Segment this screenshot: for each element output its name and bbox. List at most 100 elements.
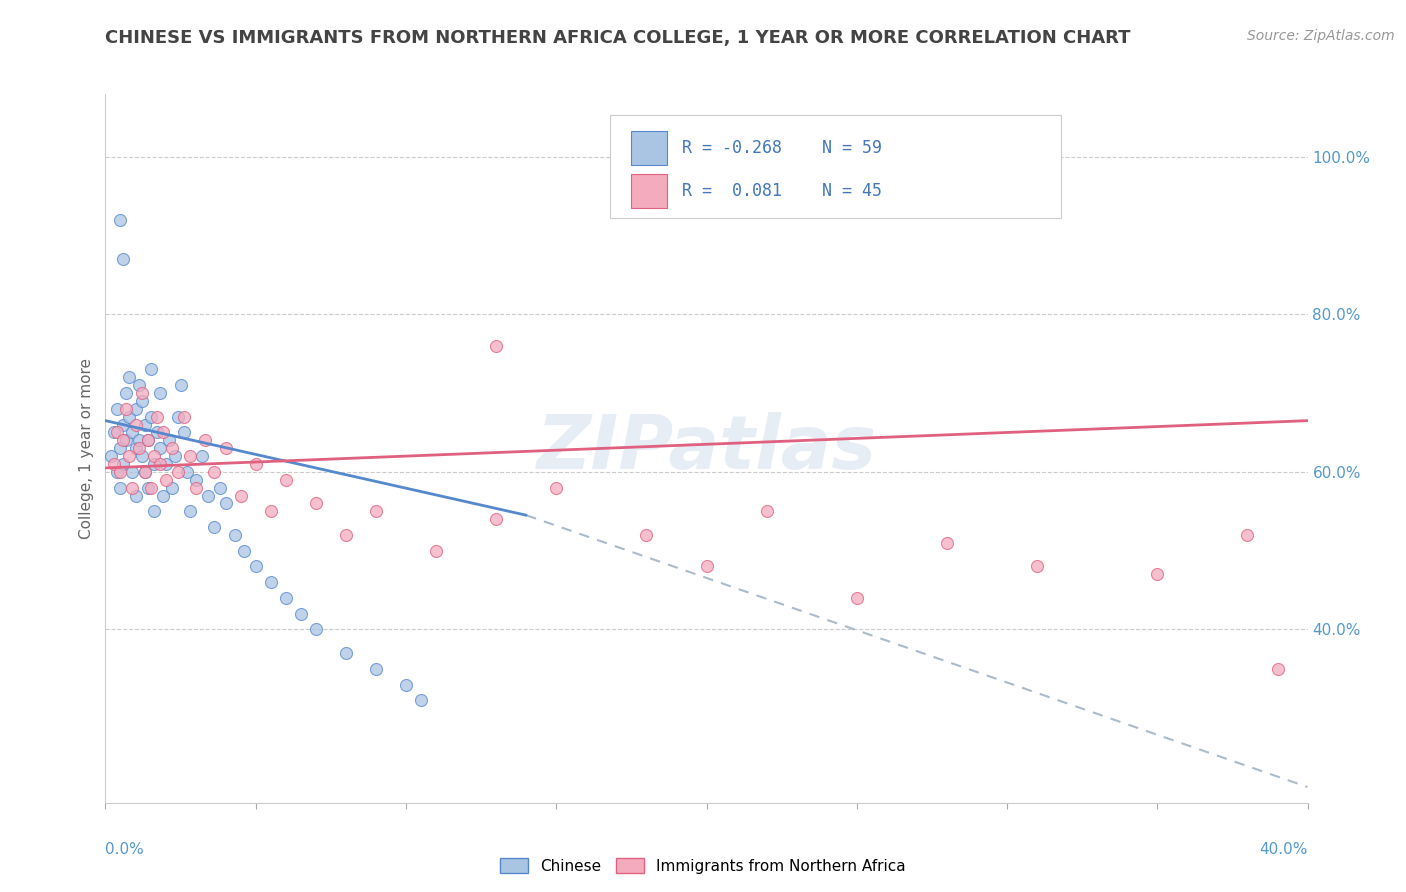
Point [936,535,959,549]
Point [134,465,156,479]
Point [112,434,135,448]
Point [214,496,236,510]
Point [103,457,125,471]
Point [364,662,387,676]
Point [148,442,170,456]
Point [115,434,138,448]
Point [184,473,207,487]
Point [134,417,156,432]
Point [546,481,568,495]
Point [194,434,217,448]
Point [335,646,357,660]
Text: Source: ZipAtlas.com: Source: ZipAtlas.com [1247,29,1395,43]
Point [115,386,138,401]
Point [139,481,162,495]
Bar [631,174,666,208]
Point [136,434,159,448]
Point [115,401,138,416]
Point [118,409,141,424]
Legend: Chinese, Immigrants from Northern Africa: Chinese, Immigrants from Northern Africa [494,852,912,880]
Point [112,417,135,432]
Point [169,378,191,392]
Point [395,678,418,692]
Text: ZIPatlas: ZIPatlas [537,412,876,484]
Point [179,504,201,518]
Point [124,417,146,432]
Point [160,481,183,495]
Point [148,457,170,471]
Text: 40.0%: 40.0% [1260,842,1308,857]
Point [184,481,207,495]
Point [260,575,283,590]
Point [139,362,162,376]
Point [1146,567,1168,582]
Point [274,473,297,487]
Point [148,386,170,401]
Point [202,465,225,479]
Point [335,528,357,542]
Point [128,434,150,448]
Point [305,623,328,637]
Point [425,543,447,558]
Point [142,457,165,471]
Point [179,449,201,463]
Point [160,442,183,456]
Point [131,449,153,463]
Point [142,449,165,463]
Point [121,481,143,495]
Point [124,401,146,416]
Point [121,465,143,479]
Point [121,425,143,440]
Point [145,425,167,440]
Point [1267,662,1289,676]
Point [142,504,165,518]
Point [152,489,174,503]
Point [1236,528,1258,542]
Point [696,559,718,574]
Y-axis label: College, 1 year or more: College, 1 year or more [79,358,94,539]
Point [128,442,150,456]
Point [103,425,125,440]
Point [364,504,387,518]
Point [485,512,508,526]
Point [110,442,132,456]
Point [197,489,219,503]
Point [124,489,146,503]
Point [409,693,432,707]
Point [110,465,132,479]
Text: R = -0.268    N = 59: R = -0.268 N = 59 [682,139,883,157]
Point [260,504,283,518]
Point [155,457,177,471]
Point [163,449,186,463]
Point [155,473,177,487]
Point [245,457,267,471]
Point [190,449,212,463]
Point [305,496,328,510]
Bar [631,131,666,165]
Point [134,465,156,479]
Point [100,449,122,463]
FancyBboxPatch shape [610,115,1062,218]
Point [131,394,153,409]
Point [139,409,162,424]
Point [124,442,146,456]
Point [173,425,195,440]
Point [166,409,188,424]
Text: R =  0.081    N = 45: R = 0.081 N = 45 [682,182,883,200]
Point [118,449,141,463]
Point [131,386,153,401]
Point [485,339,508,353]
Point [110,212,132,227]
Point [845,591,868,605]
Text: CHINESE VS IMMIGRANTS FROM NORTHERN AFRICA COLLEGE, 1 YEAR OR MORE CORRELATION C: CHINESE VS IMMIGRANTS FROM NORTHERN AFRI… [105,29,1130,46]
Point [1026,559,1049,574]
Point [202,520,225,534]
Point [208,481,231,495]
Point [636,528,658,542]
Point [274,591,297,605]
Point [136,481,159,495]
Point [107,425,129,440]
Point [176,465,198,479]
Point [107,465,129,479]
Point [128,378,150,392]
